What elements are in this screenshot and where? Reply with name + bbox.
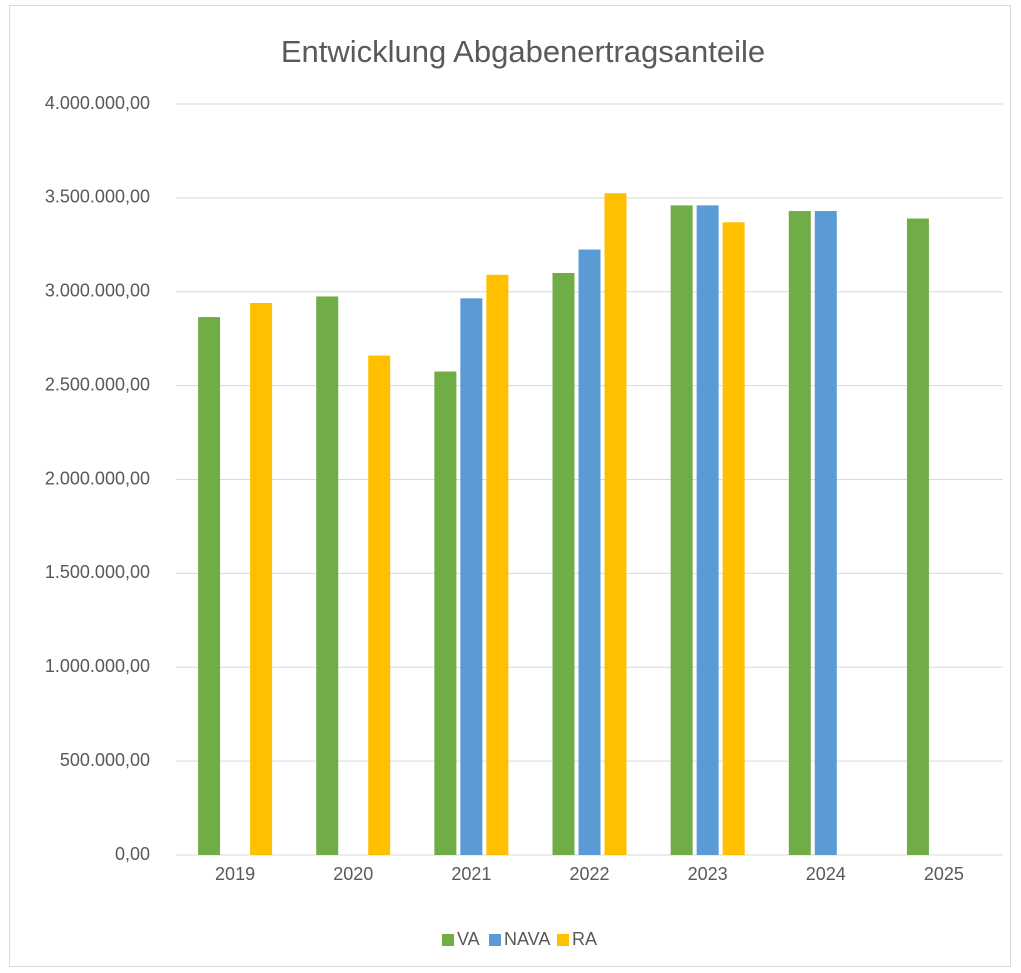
- legend-swatch: [489, 934, 501, 946]
- x-tick-label: 2021: [451, 864, 491, 884]
- chart-border: [9, 5, 1011, 967]
- bar: [316, 296, 339, 856]
- x-tick-label: 2023: [688, 864, 728, 884]
- y-tick-label: 2.000.000,00: [45, 468, 150, 488]
- bar: [250, 303, 273, 855]
- x-tick-label: 2025: [924, 864, 964, 884]
- y-tick-label: 0,00: [115, 844, 150, 864]
- bar: [434, 371, 457, 855]
- bar: [696, 205, 719, 855]
- x-tick-label: 2024: [806, 864, 846, 884]
- bar: [670, 205, 693, 855]
- bar: [722, 222, 745, 856]
- y-tick-label: 2.500.000,00: [45, 374, 150, 394]
- y-tick-label: 3.000.000,00: [45, 281, 150, 301]
- legend-label: VA: [457, 929, 480, 949]
- y-tick-label: 500.000,00: [60, 750, 150, 770]
- bar: [788, 211, 811, 855]
- x-tick-label: 2020: [333, 864, 373, 884]
- y-tick-label: 4.000.000,00: [45, 93, 150, 113]
- bar: [604, 193, 627, 855]
- x-tick-label: 2019: [215, 864, 255, 884]
- bar: [486, 274, 509, 855]
- bar: [460, 298, 483, 855]
- chart-title: Entwicklung Abgabenertragsanteile: [281, 34, 765, 69]
- legend-swatch: [442, 934, 454, 946]
- legend-label: NAVA: [504, 929, 550, 949]
- bar: [906, 218, 929, 856]
- legend-label: RA: [572, 929, 597, 949]
- bar: [814, 211, 837, 855]
- legend-swatch: [557, 934, 569, 946]
- bar: [552, 272, 575, 856]
- y-tick-label: 1.000.000,00: [45, 656, 150, 676]
- x-tick-label: 2022: [569, 864, 609, 884]
- bar: [198, 317, 221, 855]
- y-tick-label: 1.500.000,00: [45, 562, 150, 582]
- bar: [368, 355, 391, 855]
- y-tick-label: 3.500.000,00: [45, 187, 150, 207]
- bar: [578, 249, 601, 856]
